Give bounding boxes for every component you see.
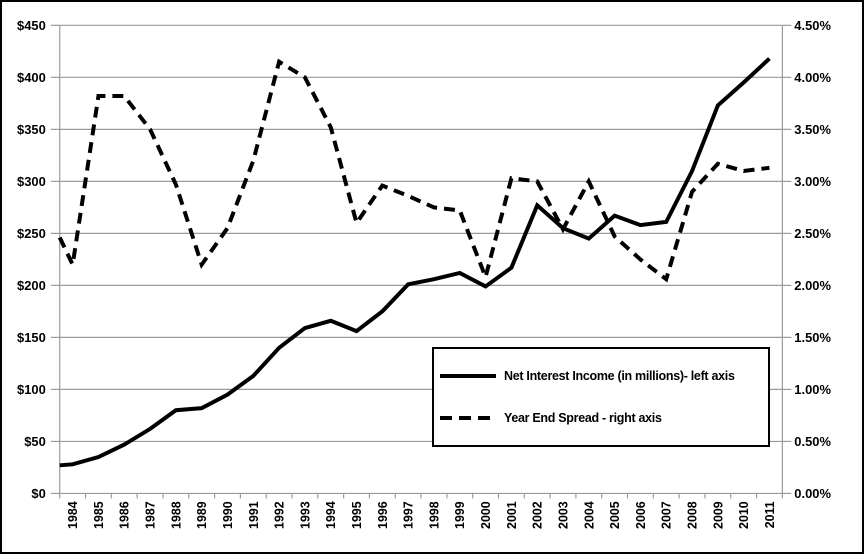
left-axis-label: $50 xyxy=(24,434,46,449)
x-axis-label: 2006 xyxy=(634,501,648,529)
right-axis-label: 4.50% xyxy=(794,18,831,33)
legend-label-year-end-spread: Year End Spread - right axis xyxy=(504,411,662,425)
x-axis-label: 2005 xyxy=(608,501,622,529)
x-axis-label: 1996 xyxy=(376,501,390,529)
left-axis-label: $0 xyxy=(31,486,45,501)
legend-solid-line-sample xyxy=(440,374,496,378)
x-axis-label: 2001 xyxy=(505,501,519,529)
x-axis-label: 1997 xyxy=(402,501,416,529)
x-axis-label: 1992 xyxy=(273,501,287,529)
x-axis-label: 1993 xyxy=(298,501,312,529)
legend-label-net-interest-income: Net Interest Income (in millions)- left … xyxy=(504,369,735,383)
x-axis-label: 2004 xyxy=(582,501,596,529)
x-axis-label: 1995 xyxy=(350,501,364,529)
x-axis-label: 1989 xyxy=(195,501,209,529)
right-axis-label: 2.00% xyxy=(794,278,831,293)
x-axis-label: 1990 xyxy=(221,501,235,529)
right-axis-label: 2.50% xyxy=(794,226,831,241)
left-axis-label: $250 xyxy=(17,226,46,241)
x-axis-label: 2000 xyxy=(479,501,493,529)
x-axis-label: 2008 xyxy=(686,501,700,529)
x-axis-label: 2007 xyxy=(660,501,674,529)
right-axis-label: 4.00% xyxy=(794,70,831,85)
x-axis-label: 2009 xyxy=(711,501,725,529)
right-axis-label: 0.50% xyxy=(794,434,831,449)
x-axis-label: 2003 xyxy=(556,501,570,529)
x-axis-label: 1985 xyxy=(92,501,106,529)
left-axis-label: $200 xyxy=(17,278,46,293)
x-axis-label: 1987 xyxy=(144,501,158,529)
x-axis-label: 2002 xyxy=(531,501,545,529)
x-axis-label: 1988 xyxy=(169,501,183,529)
left-axis-label: $450 xyxy=(17,18,46,33)
legend-dashed-line-sample xyxy=(440,416,496,420)
series-line-net-interest-income xyxy=(59,57,771,468)
right-axis-label: 3.00% xyxy=(794,174,831,189)
left-axis-label: $100 xyxy=(17,382,46,397)
x-axis-label: 1984 xyxy=(66,501,80,529)
series-line-year-end-spread xyxy=(57,58,770,284)
right-axis-label: 1.00% xyxy=(794,382,831,397)
x-axis-label: 2011 xyxy=(763,501,777,528)
x-axis-label: 2010 xyxy=(737,501,751,529)
right-axis-label: 1.50% xyxy=(794,330,831,345)
right-axis-label: 0.00% xyxy=(794,486,831,501)
legend-item-year-end-spread: Year End Spread - right axis xyxy=(440,411,760,425)
x-axis-label: 1986 xyxy=(118,501,132,529)
x-axis-label: 1991 xyxy=(247,501,261,529)
x-axis-label: 1994 xyxy=(324,501,338,529)
right-axis-label: 3.50% xyxy=(794,122,831,137)
legend: Net Interest Income (in millions)- left … xyxy=(432,347,770,447)
left-axis-label: $350 xyxy=(17,122,46,137)
x-axis-label: 1999 xyxy=(453,501,467,529)
legend-item-net-interest-income: Net Interest Income (in millions)- left … xyxy=(440,369,760,383)
left-axis-label: $300 xyxy=(17,174,46,189)
x-axis-label: 1998 xyxy=(427,501,441,529)
left-axis-label: $400 xyxy=(17,70,46,85)
left-axis-label: $150 xyxy=(17,330,46,345)
